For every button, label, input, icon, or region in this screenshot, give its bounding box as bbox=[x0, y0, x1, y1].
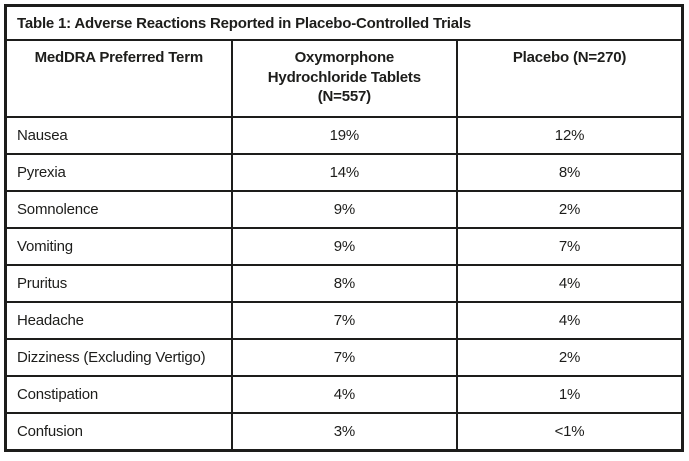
cell-term: Vomiting bbox=[4, 227, 233, 266]
cell-term: Dizziness (Excluding Vertigo) bbox=[4, 338, 233, 377]
cell-term: Pruritus bbox=[4, 264, 233, 303]
cell-term: Nausea bbox=[4, 116, 233, 155]
cell-oxymorphone-value: 8% bbox=[230, 264, 459, 303]
cell-placebo-value: 2% bbox=[456, 190, 684, 229]
column-header-oxymorphone: Oxymorphone Hydrochloride Tablets (N=557… bbox=[230, 39, 459, 118]
table-row: Vomiting 9% 7% bbox=[4, 227, 684, 266]
cell-oxymorphone-value: 7% bbox=[230, 338, 459, 377]
table-row: Headache 7% 4% bbox=[4, 301, 684, 340]
cell-placebo-value: 7% bbox=[456, 227, 684, 266]
cell-term: Somnolence bbox=[4, 190, 233, 229]
cell-term: Headache bbox=[4, 301, 233, 340]
cell-placebo-value: 4% bbox=[456, 264, 684, 303]
cell-placebo-value: 4% bbox=[456, 301, 684, 340]
table-row: Nausea 19% 12% bbox=[4, 116, 684, 155]
cell-oxymorphone-value: 14% bbox=[230, 153, 459, 192]
table-row: Somnolence 9% 2% bbox=[4, 190, 684, 229]
column-header-meddra-term: MedDRA Preferred Term bbox=[4, 39, 233, 118]
cell-oxymorphone-value: 7% bbox=[230, 301, 459, 340]
table-title-row: Table 1: Adverse Reactions Reported in P… bbox=[4, 4, 684, 41]
table-row: Confusion 3% <1% bbox=[4, 412, 684, 452]
cell-placebo-value: <1% bbox=[456, 412, 684, 452]
cell-oxymorphone-value: 19% bbox=[230, 116, 459, 155]
cell-placebo-value: 1% bbox=[456, 375, 684, 414]
table-row: Pyrexia 14% 8% bbox=[4, 153, 684, 192]
adverse-reactions-table: Table 1: Adverse Reactions Reported in P… bbox=[4, 4, 684, 452]
table-title: Table 1: Adverse Reactions Reported in P… bbox=[4, 4, 684, 41]
table-row: Constipation 4% 1% bbox=[4, 375, 684, 414]
column-header-row: MedDRA Preferred Term Oxymorphone Hydroc… bbox=[4, 39, 684, 118]
cell-oxymorphone-value: 4% bbox=[230, 375, 459, 414]
cell-placebo-value: 8% bbox=[456, 153, 684, 192]
cell-term: Constipation bbox=[4, 375, 233, 414]
column-header-placebo: Placebo (N=270) bbox=[456, 39, 684, 118]
cell-term: Confusion bbox=[4, 412, 233, 452]
table-row: Pruritus 8% 4% bbox=[4, 264, 684, 303]
table-row: Dizziness (Excluding Vertigo) 7% 2% bbox=[4, 338, 684, 377]
cell-oxymorphone-value: 9% bbox=[230, 190, 459, 229]
cell-oxymorphone-value: 9% bbox=[230, 227, 459, 266]
cell-placebo-value: 2% bbox=[456, 338, 684, 377]
cell-placebo-value: 12% bbox=[456, 116, 684, 155]
cell-oxymorphone-value: 3% bbox=[230, 412, 459, 452]
cell-term: Pyrexia bbox=[4, 153, 233, 192]
